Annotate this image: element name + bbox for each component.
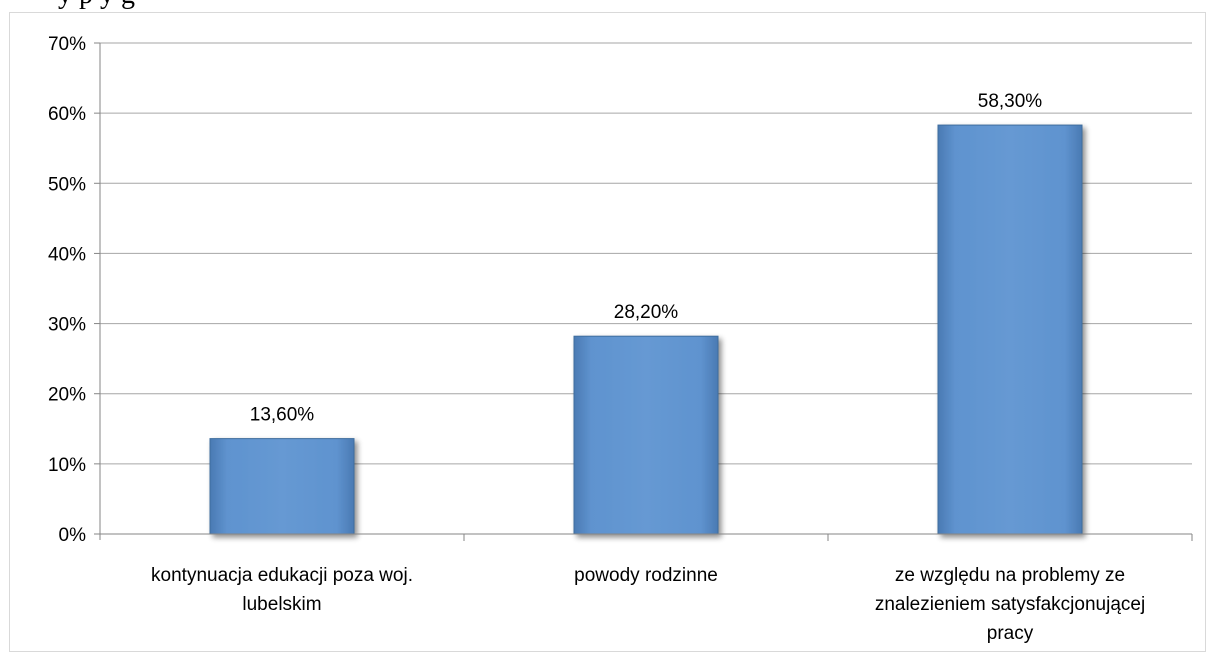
y-axis-tick-labels: 0% 10% 20% 30% 40% 50% 60% 70% (48, 34, 86, 546)
category-label: znalezieniem satysfakcjonującej (875, 594, 1145, 615)
category-label: pracy (987, 623, 1034, 644)
y-tick-label: 0% (59, 525, 87, 546)
data-labels: 13,60% 28,20% 58,30% (250, 91, 1043, 426)
bars (209, 124, 1083, 535)
cut-off-header-text: y p y g (58, 0, 135, 11)
y-tick-label: 50% (48, 174, 86, 195)
data-label: 58,30% (978, 91, 1043, 112)
data-label: 13,60% (250, 405, 315, 426)
axes (94, 42, 1193, 541)
bar (937, 124, 1083, 535)
y-tick-label: 20% (48, 385, 86, 406)
category-label: ze względu na problemy ze (895, 565, 1125, 586)
bar (209, 438, 355, 535)
category-label: kontynuacja edukacji poza woj. (151, 565, 413, 586)
y-tick-label: 60% (48, 104, 86, 125)
category-label: lubelskim (242, 594, 321, 615)
y-tick-label: 70% (48, 34, 86, 55)
bar (573, 335, 719, 535)
y-tick-label: 10% (48, 455, 86, 476)
y-tick-label: 30% (48, 315, 86, 336)
category-labels: kontynuacja edukacji poza woj. lubelskim p… (151, 565, 1145, 644)
category-label: powody rodzinne (574, 565, 718, 586)
y-tick-label: 40% (48, 244, 86, 265)
data-label: 28,20% (614, 302, 679, 323)
chart-area-border (9, 12, 1206, 652)
